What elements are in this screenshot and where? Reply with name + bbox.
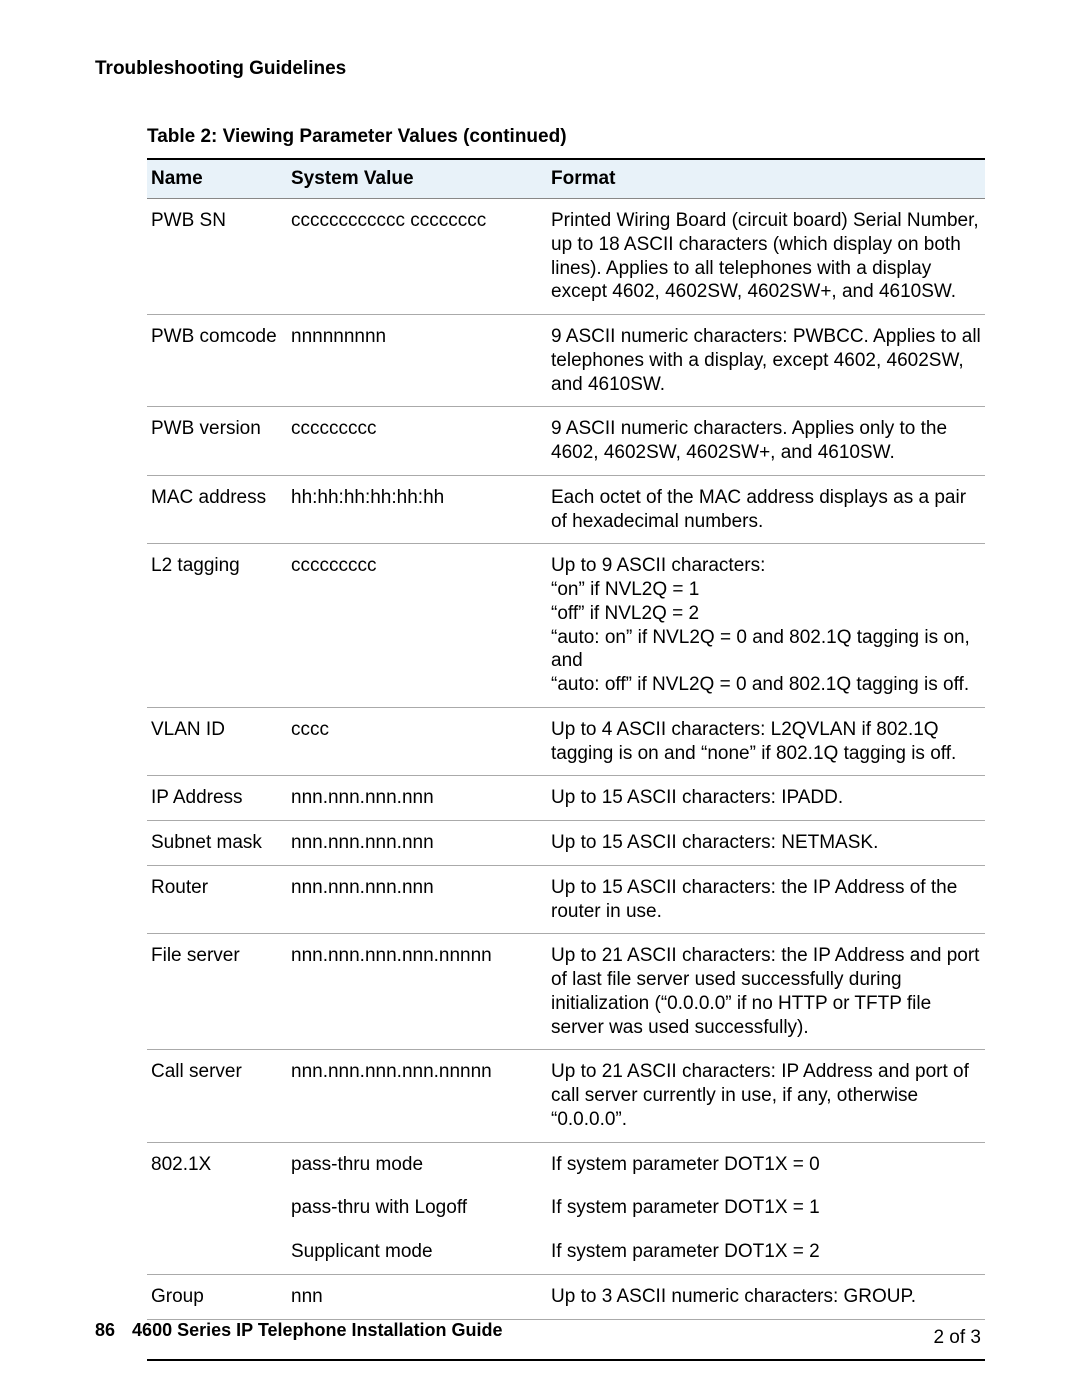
cell-name: VLAN ID [147,707,287,776]
cell-system-value: pass-thru mode [287,1142,547,1186]
table-body: PWB SNcccccccccccc ccccccccPrinted Wirin… [147,199,985,1320]
table-row: IP Addressnnn.nnn.nnn.nnnUp to 15 ASCII … [147,776,985,821]
table-row: VLAN IDccccUp to 4 ASCII characters: L2Q… [147,707,985,776]
cell-name: Group [147,1274,287,1319]
page-footer: 86 4600 Series IP Telephone Installation… [95,1320,503,1341]
table-row: Call servernnn.nnn.nnn.nnn.nnnnnUp to 21… [147,1050,985,1142]
cell-name: Subnet mask [147,821,287,866]
cell-name: IP Address [147,776,287,821]
cell-system-value: nnn.nnn.nnn.nnn.nnnnn [287,1050,547,1142]
cell-format: If system parameter DOT1X = 0 [547,1142,985,1186]
cell-name: File server [147,934,287,1050]
cell-system-value: ccccccccc [287,407,547,476]
cell-format: Up to 15 ASCII characters: IPADD. [547,776,985,821]
cell-name: Router [147,865,287,934]
table-row: PWB versionccccccccc9 ASCII numeric char… [147,407,985,476]
cell-format: 9 ASCII numeric characters: PWBCC. Appli… [547,315,985,407]
table-row: MAC addresshh:hh:hh:hh:hh:hhEach octet o… [147,475,985,544]
table-row: 802.1Xpass-thru modeIf system parameter … [147,1142,985,1186]
table-row: pass-thru with LogoffIf system parameter… [147,1186,985,1230]
cell-format: Printed Wiring Board (circuit board) Ser… [547,199,985,315]
table-row: PWB SNcccccccccccc ccccccccPrinted Wirin… [147,199,985,315]
col-header-system-value: System Value [287,159,547,199]
cell-system-value: Supplicant mode [287,1230,547,1274]
table-row: L2 taggingcccccccccUp to 9 ASCII charact… [147,544,985,708]
cell-format: Up to 15 ASCII characters: NETMASK. [547,821,985,866]
cell-format: Up to 3 ASCII numeric characters: GROUP. [547,1274,985,1319]
cell-format: If system parameter DOT1X = 1 [547,1186,985,1230]
cell-system-value: nnnnnnnnn [287,315,547,407]
table-row: Subnet masknnn.nnn.nnn.nnnUp to 15 ASCII… [147,821,985,866]
col-header-format: Format [547,159,985,199]
table-row: Routernnn.nnn.nnn.nnnUp to 15 ASCII char… [147,865,985,934]
cell-name: PWB version [147,407,287,476]
col-header-name: Name [147,159,287,199]
cell-system-value: nnn.nnn.nnn.nnn [287,865,547,934]
cell-system-value: nnn.nnn.nnn.nnn.nnnnn [287,934,547,1050]
cell-format: Up to 9 ASCII characters: “on” if NVL2Q … [547,544,985,708]
cell-format: Up to 4 ASCII characters: L2QVLAN if 802… [547,707,985,776]
cell-format: Up to 21 ASCII characters: the IP Addres… [547,934,985,1050]
cell-system-value: ccccccccc [287,544,547,708]
cell-name: MAC address [147,475,287,544]
cell-format: Up to 15 ASCII characters: the IP Addres… [547,865,985,934]
table-title: Table 2: Viewing Parameter Values (conti… [147,126,985,148]
cell-format: 9 ASCII numeric characters. Applies only… [547,407,985,476]
cell-system-value: pass-thru with Logoff [287,1186,547,1230]
cell-system-value: hh:hh:hh:hh:hh:hh [287,475,547,544]
parameter-table: Name System Value Format PWB SNccccccccc… [147,158,985,1361]
table-row: File servernnn.nnn.nnn.nnn.nnnnnUp to 21… [147,934,985,1050]
cell-format: If system parameter DOT1X = 2 [547,1230,985,1274]
table-header-row: Name System Value Format [147,159,985,199]
cell-name: PWB SN [147,199,287,315]
cell-system-value: cccc [287,707,547,776]
cell-name: L2 tagging [147,544,287,708]
cell-system-value: cccccccccccc cccccccc [287,199,547,315]
section-header: Troubleshooting Guidelines [95,58,985,80]
cell-system-value: nnn.nnn.nnn.nnn [287,821,547,866]
cell-name: Call server [147,1050,287,1142]
page: Troubleshooting Guidelines Table 2: View… [0,0,1080,1397]
cell-format: Each octet of the MAC address displays a… [547,475,985,544]
cell-system-value: nnn.nnn.nnn.nnn [287,776,547,821]
page-number: 86 [95,1320,115,1340]
book-title: 4600 Series IP Telephone Installation Gu… [132,1320,502,1340]
table-row: GroupnnnUp to 3 ASCII numeric characters… [147,1274,985,1319]
cell-name: PWB comcode [147,315,287,407]
cell-name: 802.1X [147,1142,287,1186]
table-row: PWB comcodennnnnnnnn9 ASCII numeric char… [147,315,985,407]
cell-name [147,1186,287,1230]
cell-system-value: nnn [287,1274,547,1319]
table-row: Supplicant modeIf system parameter DOT1X… [147,1230,985,1274]
cell-name [147,1230,287,1274]
cell-format: Up to 21 ASCII characters: IP Address an… [547,1050,985,1142]
